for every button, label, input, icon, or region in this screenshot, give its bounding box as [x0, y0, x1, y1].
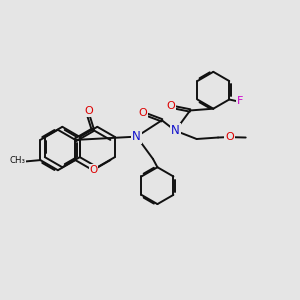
Text: F: F [237, 96, 244, 106]
Text: O: O [89, 165, 98, 175]
Text: O: O [138, 108, 147, 118]
Text: CH₃: CH₃ [10, 157, 26, 166]
Text: N: N [171, 124, 180, 137]
Text: O: O [84, 106, 93, 116]
Text: O: O [225, 132, 234, 142]
Text: O: O [166, 101, 175, 111]
Text: N: N [132, 130, 141, 143]
